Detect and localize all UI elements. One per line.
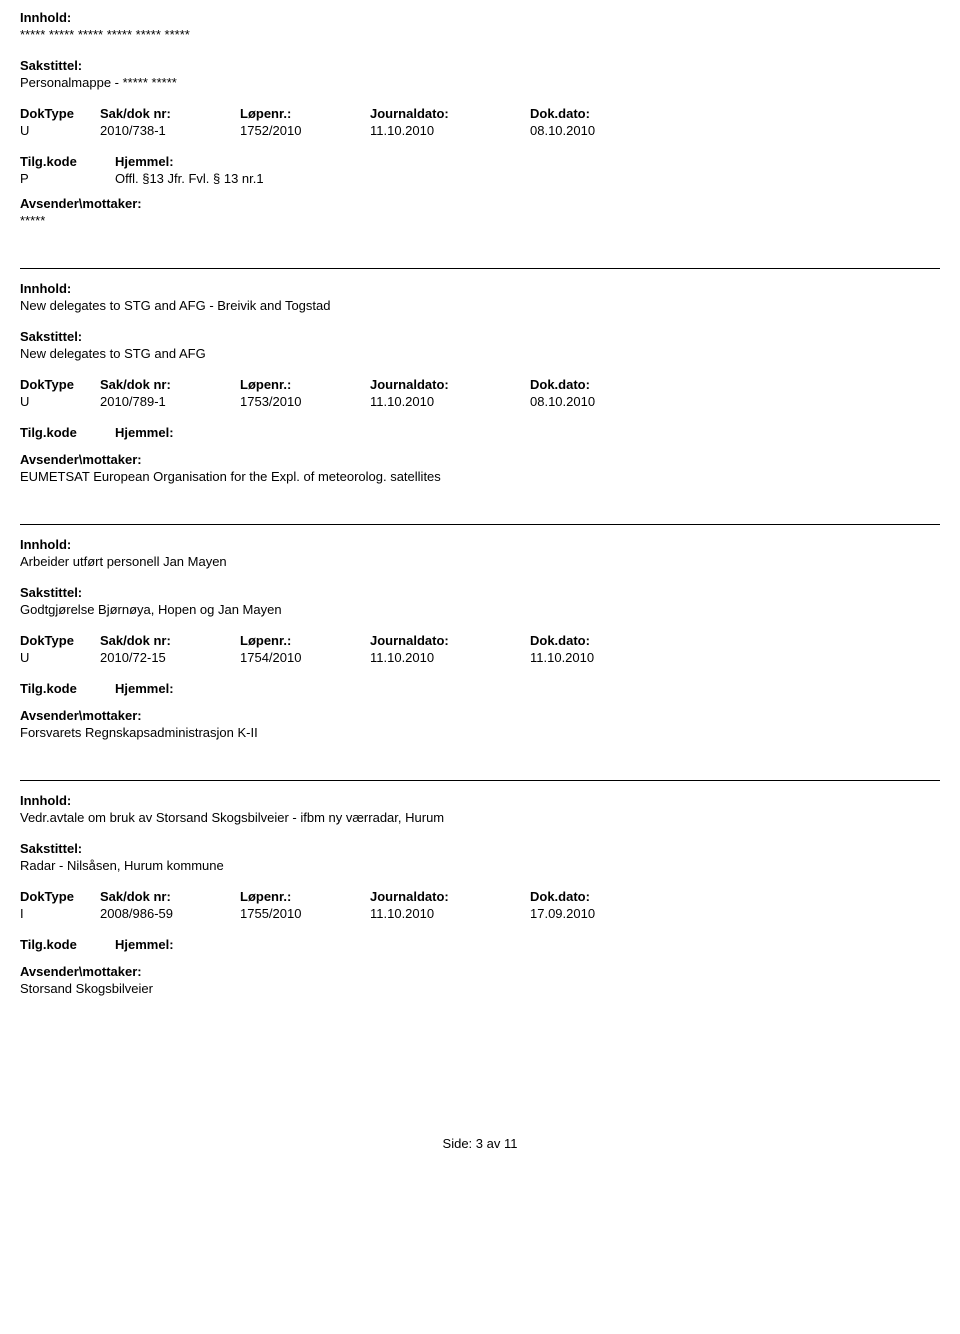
columns-header: DokType Sak/dok nr: Løpenr.: Journaldato… bbox=[20, 377, 940, 392]
tilg-header: Tilg.kode Hjemmel: bbox=[20, 681, 940, 696]
dokdato-header: Dok.dato: bbox=[530, 633, 670, 648]
journaldato-value: 11.10.2010 bbox=[370, 394, 530, 409]
sakdok-value: 2010/738-1 bbox=[100, 123, 240, 138]
sakdok-header: Sak/dok nr: bbox=[100, 889, 240, 904]
tilg-header: Tilg.kode Hjemmel: bbox=[20, 937, 940, 952]
tilg-values: P Offl. §13 Jfr. Fvl. § 13 nr.1 bbox=[20, 171, 940, 186]
dokdato-value: 08.10.2010 bbox=[530, 123, 670, 138]
avsender-label: Avsender\mottaker: bbox=[20, 452, 940, 467]
doktype-header: DokType bbox=[20, 106, 100, 121]
sakdok-value: 2010/72-15 bbox=[100, 650, 240, 665]
lopenr-value: 1753/2010 bbox=[240, 394, 370, 409]
journaldato-header: Journaldato: bbox=[370, 377, 530, 392]
journal-entry: Innhold: Vedr.avtale om bruk av Storsand… bbox=[20, 780, 940, 1036]
avsender-value: Storsand Skogsbilveier bbox=[20, 981, 940, 996]
dokdato-header: Dok.dato: bbox=[530, 889, 670, 904]
journaldato-header: Journaldato: bbox=[370, 633, 530, 648]
lopenr-value: 1752/2010 bbox=[240, 123, 370, 138]
innhold-value: Vedr.avtale om bruk av Storsand Skogsbil… bbox=[20, 810, 940, 825]
doktype-value: U bbox=[20, 394, 100, 409]
hjemmel-header: Hjemmel: bbox=[115, 154, 940, 169]
doktype-header: DokType bbox=[20, 889, 100, 904]
hjemmel-header: Hjemmel: bbox=[115, 937, 940, 952]
innhold-value: ***** ***** ***** ***** ***** ***** bbox=[20, 27, 940, 42]
journal-entry: Innhold: Arbeider utført personell Jan M… bbox=[20, 524, 940, 780]
tilg-header: Tilg.kode Hjemmel: bbox=[20, 154, 940, 169]
journaldato-value: 11.10.2010 bbox=[370, 650, 530, 665]
columns-header: DokType Sak/dok nr: Løpenr.: Journaldato… bbox=[20, 106, 940, 121]
dokdato-value: 08.10.2010 bbox=[530, 394, 670, 409]
sakstittel-label: Sakstittel: bbox=[20, 841, 940, 856]
sakdok-header: Sak/dok nr: bbox=[100, 377, 240, 392]
lopenr-header: Løpenr.: bbox=[240, 106, 370, 121]
dokdato-value: 17.09.2010 bbox=[530, 906, 670, 921]
lopenr-value: 1754/2010 bbox=[240, 650, 370, 665]
doktype-value: U bbox=[20, 650, 100, 665]
dokdato-value: 11.10.2010 bbox=[530, 650, 670, 665]
journaldato-value: 11.10.2010 bbox=[370, 123, 530, 138]
columns-values: I 2008/986-59 1755/2010 11.10.2010 17.09… bbox=[20, 906, 940, 921]
dokdato-header: Dok.dato: bbox=[530, 106, 670, 121]
hjemmel-header: Hjemmel: bbox=[115, 681, 940, 696]
sakdok-value: 2008/986-59 bbox=[100, 906, 240, 921]
sakstittel-value: New delegates to STG and AFG bbox=[20, 346, 940, 361]
sakdok-header: Sak/dok nr: bbox=[100, 633, 240, 648]
sakstittel-label: Sakstittel: bbox=[20, 58, 940, 73]
lopenr-header: Løpenr.: bbox=[240, 377, 370, 392]
avsender-value: ***** bbox=[20, 213, 940, 228]
entries-container: Innhold: ***** ***** ***** ***** ***** *… bbox=[20, 10, 940, 1036]
hjemmel-header: Hjemmel: bbox=[115, 425, 940, 440]
sakstittel-label: Sakstittel: bbox=[20, 585, 940, 600]
innhold-value: Arbeider utført personell Jan Mayen bbox=[20, 554, 940, 569]
avsender-value: EUMETSAT European Organisation for the E… bbox=[20, 469, 940, 484]
columns-values: U 2010/738-1 1752/2010 11.10.2010 08.10.… bbox=[20, 123, 940, 138]
journaldato-header: Journaldato: bbox=[370, 889, 530, 904]
tilg-header: Tilg.kode Hjemmel: bbox=[20, 425, 940, 440]
lopenr-value: 1755/2010 bbox=[240, 906, 370, 921]
tilgkode-header: Tilg.kode bbox=[20, 681, 115, 696]
doktype-value: U bbox=[20, 123, 100, 138]
avsender-value: Forsvarets Regnskapsadministrasjon K-II bbox=[20, 725, 940, 740]
tilgkode-value: P bbox=[20, 171, 115, 186]
sakdok-value: 2010/789-1 bbox=[100, 394, 240, 409]
avsender-label: Avsender\mottaker: bbox=[20, 196, 940, 211]
innhold-label: Innhold: bbox=[20, 10, 940, 25]
page-footer: Side: 3 av 11 bbox=[20, 1136, 940, 1151]
sakstittel-label: Sakstittel: bbox=[20, 329, 940, 344]
columns-values: U 2010/72-15 1754/2010 11.10.2010 11.10.… bbox=[20, 650, 940, 665]
tilgkode-header: Tilg.kode bbox=[20, 937, 115, 952]
lopenr-header: Løpenr.: bbox=[240, 889, 370, 904]
doktype-header: DokType bbox=[20, 633, 100, 648]
journal-entry: Innhold: ***** ***** ***** ***** ***** *… bbox=[20, 10, 940, 268]
dokdato-header: Dok.dato: bbox=[530, 377, 670, 392]
sakstittel-value: Personalmappe - ***** ***** bbox=[20, 75, 940, 90]
sakstittel-value: Radar - Nilsåsen, Hurum kommune bbox=[20, 858, 940, 873]
innhold-label: Innhold: bbox=[20, 537, 940, 552]
tilgkode-header: Tilg.kode bbox=[20, 154, 115, 169]
sakstittel-value: Godtgjørelse Bjørnøya, Hopen og Jan Maye… bbox=[20, 602, 940, 617]
columns-header: DokType Sak/dok nr: Løpenr.: Journaldato… bbox=[20, 633, 940, 648]
avsender-label: Avsender\mottaker: bbox=[20, 708, 940, 723]
columns-values: U 2010/789-1 1753/2010 11.10.2010 08.10.… bbox=[20, 394, 940, 409]
innhold-value: New delegates to STG and AFG - Breivik a… bbox=[20, 298, 940, 313]
sakdok-header: Sak/dok nr: bbox=[100, 106, 240, 121]
hjemmel-value: Offl. §13 Jfr. Fvl. § 13 nr.1 bbox=[115, 171, 940, 186]
doktype-header: DokType bbox=[20, 377, 100, 392]
journaldato-value: 11.10.2010 bbox=[370, 906, 530, 921]
journal-entry: Innhold: New delegates to STG and AFG - … bbox=[20, 268, 940, 524]
columns-header: DokType Sak/dok nr: Løpenr.: Journaldato… bbox=[20, 889, 940, 904]
lopenr-header: Løpenr.: bbox=[240, 633, 370, 648]
tilgkode-header: Tilg.kode bbox=[20, 425, 115, 440]
avsender-label: Avsender\mottaker: bbox=[20, 964, 940, 979]
doktype-value: I bbox=[20, 906, 100, 921]
journaldato-header: Journaldato: bbox=[370, 106, 530, 121]
innhold-label: Innhold: bbox=[20, 793, 940, 808]
innhold-label: Innhold: bbox=[20, 281, 940, 296]
